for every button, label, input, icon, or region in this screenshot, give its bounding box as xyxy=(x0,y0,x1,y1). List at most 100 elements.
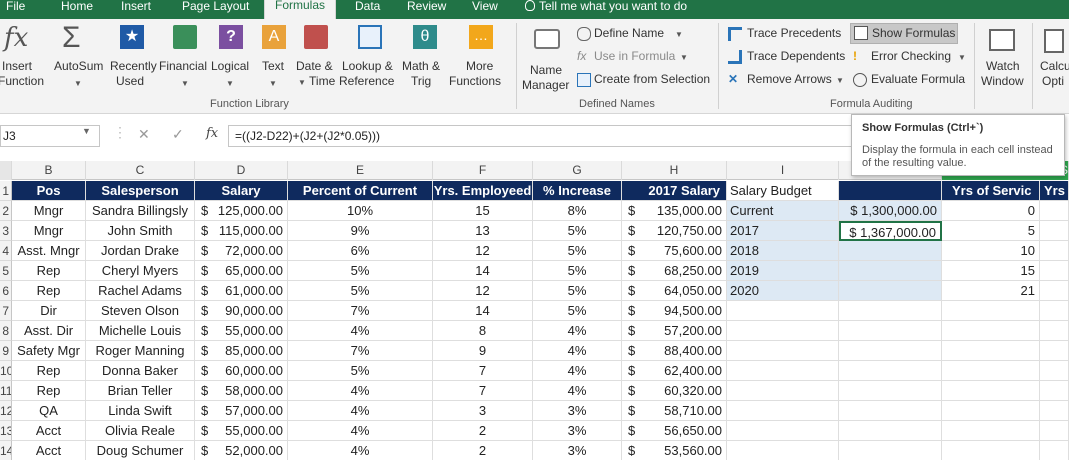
cell-years-employed[interactable]: 12 xyxy=(433,281,533,301)
cell-l[interactable] xyxy=(1040,401,1069,421)
cell-i[interactable] xyxy=(727,361,839,381)
cell-percent-of-current[interactable]: 4% xyxy=(288,441,433,460)
cell-l[interactable] xyxy=(1040,421,1069,441)
select-all-corner[interactable] xyxy=(0,161,12,180)
cell-k[interactable] xyxy=(942,441,1040,460)
cell-salesperson[interactable]: Rachel Adams xyxy=(86,281,195,301)
cell-salesperson[interactable]: Michelle Louis xyxy=(86,321,195,341)
cell-percent-increase[interactable]: 5% xyxy=(533,261,622,281)
cell-k[interactable] xyxy=(942,381,1040,401)
cell-salesperson[interactable]: Brian Teller xyxy=(86,381,195,401)
cell-l[interactable] xyxy=(1040,301,1069,321)
cell-l[interactable] xyxy=(1040,361,1069,381)
cell-salary[interactable]: $61,000.00 xyxy=(195,281,288,301)
header-percent-of-current[interactable]: Percent of Current xyxy=(288,181,433,201)
cell-years-of-service[interactable]: 10 xyxy=(942,241,1040,261)
cell-2017-salary[interactable]: $75,600.00 xyxy=(622,241,727,261)
insert-function-button[interactable]: fx Insert Function xyxy=(0,23,46,93)
tab-view[interactable]: View xyxy=(472,0,498,13)
cell-years-employed[interactable]: 14 xyxy=(433,261,533,281)
cell-2017-salary[interactable]: $56,650.00 xyxy=(622,421,727,441)
cell-position[interactable]: Rep xyxy=(12,281,86,301)
cell-2017-salary[interactable]: $120,750.00 xyxy=(622,221,727,241)
cell-l[interactable] xyxy=(1040,241,1069,261)
cell-percent-increase[interactable]: 5% xyxy=(533,281,622,301)
autosum-button[interactable]: Σ AutoSum ▼ xyxy=(52,21,103,95)
cell-percent-of-current[interactable]: 4% xyxy=(288,421,433,441)
header-years-of-service[interactable]: Yrs of Servic xyxy=(942,181,1040,201)
cell-l[interactable] xyxy=(1040,441,1069,460)
cell-percent-of-current[interactable]: 7% xyxy=(288,341,433,361)
row-header[interactable]: 4 xyxy=(0,241,12,261)
cell-l[interactable] xyxy=(1040,381,1069,401)
tell-me-search[interactable]: Tell me what you want to do xyxy=(525,0,687,19)
show-formulas-button[interactable]: Show Formulas xyxy=(850,23,958,44)
header-years-employed[interactable]: Yrs. Employeed xyxy=(433,181,533,201)
column-header-b[interactable]: B xyxy=(12,161,86,180)
lookup-reference-button[interactable]: Lookup & Reference xyxy=(339,23,401,95)
cell-percent-increase[interactable]: 3% xyxy=(533,401,622,421)
cell-percent-of-current[interactable]: 9% xyxy=(288,221,433,241)
cell-years-of-service[interactable]: 5 xyxy=(942,221,1040,241)
cell-years-employed[interactable]: 14 xyxy=(433,301,533,321)
cell-i[interactable] xyxy=(727,441,839,460)
cell-j[interactable] xyxy=(839,381,942,401)
tab-data[interactable]: Data xyxy=(355,0,381,13)
cell-percent-increase[interactable]: 5% xyxy=(533,241,622,261)
more-functions-button[interactable]: … More Functions xyxy=(449,23,511,95)
cell-position[interactable]: Acct xyxy=(12,421,86,441)
header-salesperson[interactable]: Salesperson xyxy=(86,181,195,201)
column-header-f[interactable]: F xyxy=(433,161,533,180)
financial-button[interactable]: Financial ▼ xyxy=(157,23,209,95)
cell-l[interactable] xyxy=(1040,261,1069,281)
cell-2017-salary[interactable]: $88,400.00 xyxy=(622,341,727,361)
budget-year-label[interactable]: 2018 xyxy=(727,241,839,261)
cell-percent-increase[interactable]: 3% xyxy=(533,421,622,441)
cell-j[interactable] xyxy=(839,321,942,341)
cell-2017-salary[interactable]: $58,710.00 xyxy=(622,401,727,421)
recently-used-button[interactable]: ★ Recently Used xyxy=(108,23,157,95)
math-trig-button[interactable]: θ Math & Trig xyxy=(401,23,449,95)
salary-budget-title[interactable]: Salary Budget xyxy=(727,181,839,201)
cell-years-employed[interactable]: 7 xyxy=(433,361,533,381)
cell-j[interactable] xyxy=(839,441,942,460)
cell-salary[interactable]: $65,000.00 xyxy=(195,261,288,281)
cell-years-employed[interactable]: 7 xyxy=(433,381,533,401)
cell-k[interactable] xyxy=(942,321,1040,341)
cell-2017-salary[interactable]: $57,200.00 xyxy=(622,321,727,341)
cell-percent-of-current[interactable]: 7% xyxy=(288,301,433,321)
cell-salary[interactable]: $85,000.00 xyxy=(195,341,288,361)
cell-years-of-service[interactable]: 0 xyxy=(942,201,1040,221)
cell-l[interactable] xyxy=(1040,201,1069,221)
budget-year-label[interactable]: 2019 xyxy=(727,261,839,281)
insert-function-icon[interactable]: fx xyxy=(206,126,219,141)
cell-salesperson[interactable]: Sandra Billingsly xyxy=(86,201,195,221)
cell-percent-increase[interactable]: 5% xyxy=(533,221,622,241)
cell-salary[interactable]: $125,000.00 xyxy=(195,201,288,221)
cell-percent-increase[interactable]: 8% xyxy=(533,201,622,221)
cell-j[interactable] xyxy=(839,341,942,361)
tab-home[interactable]: Home xyxy=(61,0,94,13)
name-manager-button[interactable]: Name Manager xyxy=(522,23,572,95)
cell-k[interactable] xyxy=(942,421,1040,441)
row-header[interactable]: 5 xyxy=(0,261,12,281)
cell-salesperson[interactable]: Roger Manning xyxy=(86,341,195,361)
cell-years-employed[interactable]: 2 xyxy=(433,421,533,441)
budget-value-empty[interactable] xyxy=(839,281,942,301)
cell-l[interactable] xyxy=(1040,341,1069,361)
column-header-h[interactable]: H xyxy=(622,161,727,180)
cell-salesperson[interactable]: Steven Olson xyxy=(86,301,195,321)
cell-k[interactable] xyxy=(942,361,1040,381)
row-header[interactable]: 9 xyxy=(0,341,12,361)
row-header[interactable]: 14 xyxy=(0,441,12,460)
cell-salesperson[interactable]: Linda Swift xyxy=(86,401,195,421)
cell-i[interactable] xyxy=(727,401,839,421)
cell-salesperson[interactable]: Cheryl Myers xyxy=(86,261,195,281)
row-header[interactable]: 7 xyxy=(0,301,12,321)
budget-value-empty[interactable] xyxy=(839,261,942,281)
budget-value-empty[interactable] xyxy=(839,241,942,261)
column-header-d[interactable]: D xyxy=(195,161,288,180)
tab-page-layout[interactable]: Page Layout xyxy=(182,0,250,13)
cell-i[interactable] xyxy=(727,421,839,441)
formula-input[interactable]: =((J2-D22)+(J2+(J2*0.05))) xyxy=(228,125,864,147)
